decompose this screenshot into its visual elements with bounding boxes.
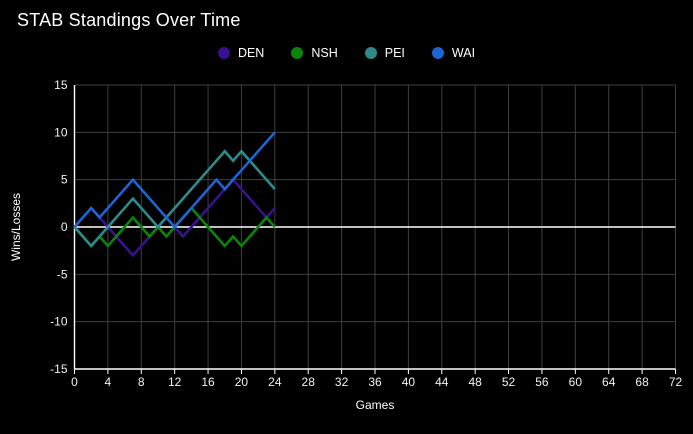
legend-color-dot <box>431 47 444 59</box>
legend-color-dot <box>291 47 304 59</box>
x-tick-label: 0 <box>71 375 78 389</box>
x-tick-label: 36 <box>368 375 382 389</box>
legend-item-label: WAI <box>451 46 476 60</box>
x-tick-label: 48 <box>468 375 482 389</box>
y-tick-label: 15 <box>54 78 68 92</box>
x-tick-label: 60 <box>569 375 583 389</box>
legend-item-den[interactable]: DEN <box>217 46 265 60</box>
legend-item-wai[interactable]: WAI <box>431 46 476 60</box>
y-tick-label: -5 <box>57 267 68 281</box>
x-tick-label: 68 <box>635 375 649 389</box>
x-tick-label: 28 <box>302 375 316 389</box>
legend-item-label: PEI <box>384 46 405 60</box>
y-tick-label: 0 <box>61 220 68 234</box>
x-tick-label: 32 <box>335 375 349 389</box>
x-tick-label: 20 <box>235 375 249 389</box>
x-tick-label: 24 <box>268 375 282 389</box>
y-tick-label: 5 <box>61 173 68 187</box>
legend-item-pei[interactable]: PEI <box>364 46 405 60</box>
chart-legend: DEN NSH PEI WAI <box>0 46 693 60</box>
y-tick-label: 10 <box>54 125 68 139</box>
x-tick-label: 8 <box>138 375 145 389</box>
x-tick-label: 52 <box>502 375 516 389</box>
legend-color-dot <box>364 47 377 59</box>
series-line-pei <box>73 149 276 248</box>
legend-color-dot <box>217 47 230 59</box>
x-tick-label: 72 <box>669 375 683 389</box>
x-tick-label: 4 <box>105 375 112 389</box>
x-tick-label: 56 <box>535 375 549 389</box>
y-tick-label: -10 <box>50 315 68 329</box>
x-axis-title: Games <box>356 398 395 412</box>
y-tick-label: -15 <box>50 362 68 376</box>
legend-item-label: NSH <box>311 46 338 60</box>
x-tick-label: 44 <box>435 375 449 389</box>
x-tick-label: 16 <box>201 375 215 389</box>
chart-title: STAB Standings Over Time <box>17 10 241 30</box>
x-tick-label: 40 <box>402 375 416 389</box>
legend-item-nsh[interactable]: NSH <box>291 46 338 60</box>
x-tick-label: 12 <box>168 375 182 389</box>
x-tick-label: 64 <box>602 375 616 389</box>
y-axis-title: Wins/Losses <box>9 193 23 261</box>
legend-item-label: DEN <box>237 46 265 60</box>
series-line-wai <box>73 131 276 229</box>
